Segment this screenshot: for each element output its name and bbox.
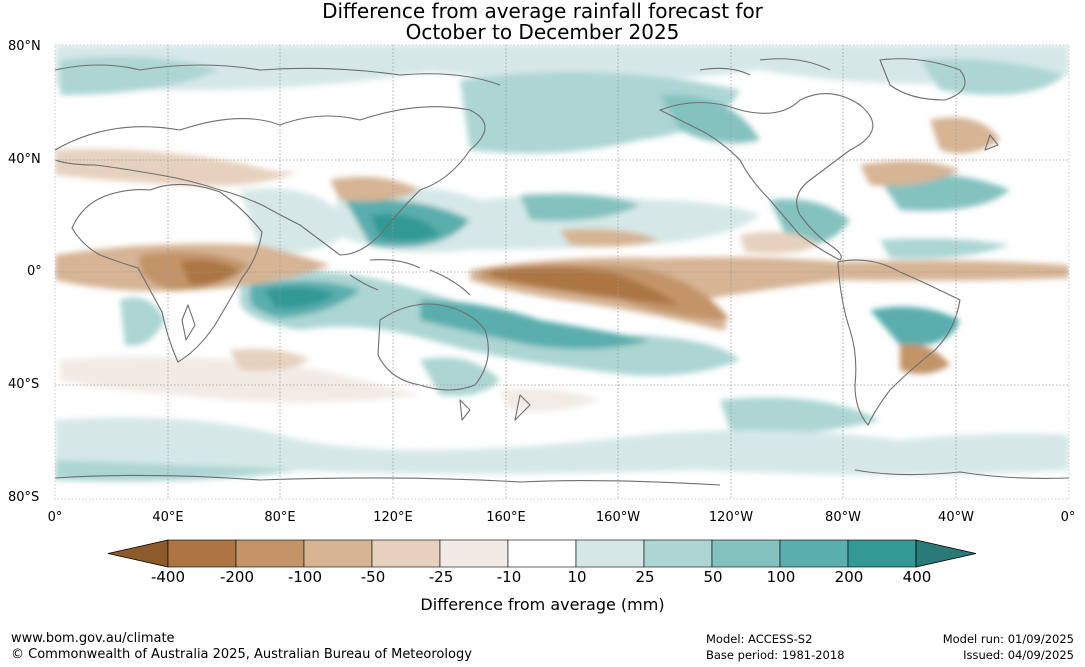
colorbar bbox=[107, 539, 977, 568]
colorbar-tick-label: 50 bbox=[703, 568, 723, 586]
lat-label-40n: 40°N bbox=[8, 152, 41, 167]
map-title-line1: Difference from average rainfall forecas… bbox=[322, 0, 763, 23]
colorbar-swatch bbox=[303, 539, 373, 568]
colorbar-tick-label: -25 bbox=[428, 568, 454, 586]
colorbar-tick-label: 10 bbox=[567, 568, 587, 586]
lon-label-40w: 40°W bbox=[938, 510, 974, 525]
colorbar-tick-label: -100 bbox=[287, 568, 323, 586]
lon-label-160w: 160°W bbox=[595, 510, 641, 525]
map-title-line2: October to December 2025 bbox=[405, 20, 680, 44]
colorbar-tick-label: -10 bbox=[496, 568, 522, 586]
lon-label-120w: 120°W bbox=[708, 510, 754, 525]
colorbar-swatch bbox=[847, 539, 917, 568]
map-field bbox=[55, 45, 1069, 499]
colorbar-title: Difference from average (mm) bbox=[420, 595, 665, 614]
colorbar-tick-label: -200 bbox=[219, 568, 255, 586]
lat-label-80s: 80°S bbox=[8, 490, 40, 505]
lat-label-80n: 80°N bbox=[8, 39, 41, 54]
colorbar-swatch bbox=[575, 539, 645, 568]
colorbar-tick-label: 200 bbox=[834, 568, 864, 586]
colorbar-swatch bbox=[235, 539, 305, 568]
lon-label-80e: 80°E bbox=[264, 510, 296, 525]
lat-label-40s: 40°S bbox=[8, 377, 40, 392]
footer-base-period: Base period: 1981-2018 bbox=[706, 648, 845, 662]
colorbar-extend-high bbox=[915, 539, 977, 568]
lon-label-160e: 160°E bbox=[486, 510, 526, 525]
lon-label-40e: 40°E bbox=[152, 510, 184, 525]
colorbar-swatch bbox=[167, 539, 237, 568]
colorbar-swatch bbox=[439, 539, 509, 568]
lon-label-0-right: 0° bbox=[1060, 510, 1076, 525]
coastlines bbox=[55, 58, 1069, 486]
lon-label-120e: 120°E bbox=[373, 510, 413, 525]
colorbar-swatch bbox=[643, 539, 713, 568]
footer-website: www.bom.gov.au/climate bbox=[11, 631, 175, 646]
lon-label-80w: 80°W bbox=[825, 510, 861, 525]
map-frame bbox=[54, 44, 1070, 500]
colorbar-swatch bbox=[779, 539, 849, 568]
colorbar-tick-label: 100 bbox=[766, 568, 796, 586]
footer-model-run: Model run: 01/09/2025 bbox=[942, 632, 1074, 646]
lon-label-0-left: 0° bbox=[47, 510, 63, 525]
footer-copyright: © Commonwealth of Australia 2025, Austra… bbox=[11, 647, 472, 662]
colorbar-swatch bbox=[371, 539, 441, 568]
colorbar-tick-label: -400 bbox=[150, 568, 186, 586]
graticule bbox=[55, 45, 1069, 499]
lat-label-equator: 0° bbox=[27, 264, 42, 279]
footer-issued: Issued: 04/09/2025 bbox=[963, 648, 1074, 662]
colorbar-tick-label: -50 bbox=[360, 568, 386, 586]
colorbar-tick-label: 25 bbox=[635, 568, 655, 586]
footer-model: Model: ACCESS-S2 bbox=[706, 632, 813, 646]
colorbar-tick-label: 400 bbox=[902, 568, 932, 586]
colorbar-swatch bbox=[507, 539, 577, 568]
colorbar-swatch bbox=[711, 539, 781, 568]
colorbar-extend-low bbox=[107, 539, 169, 568]
